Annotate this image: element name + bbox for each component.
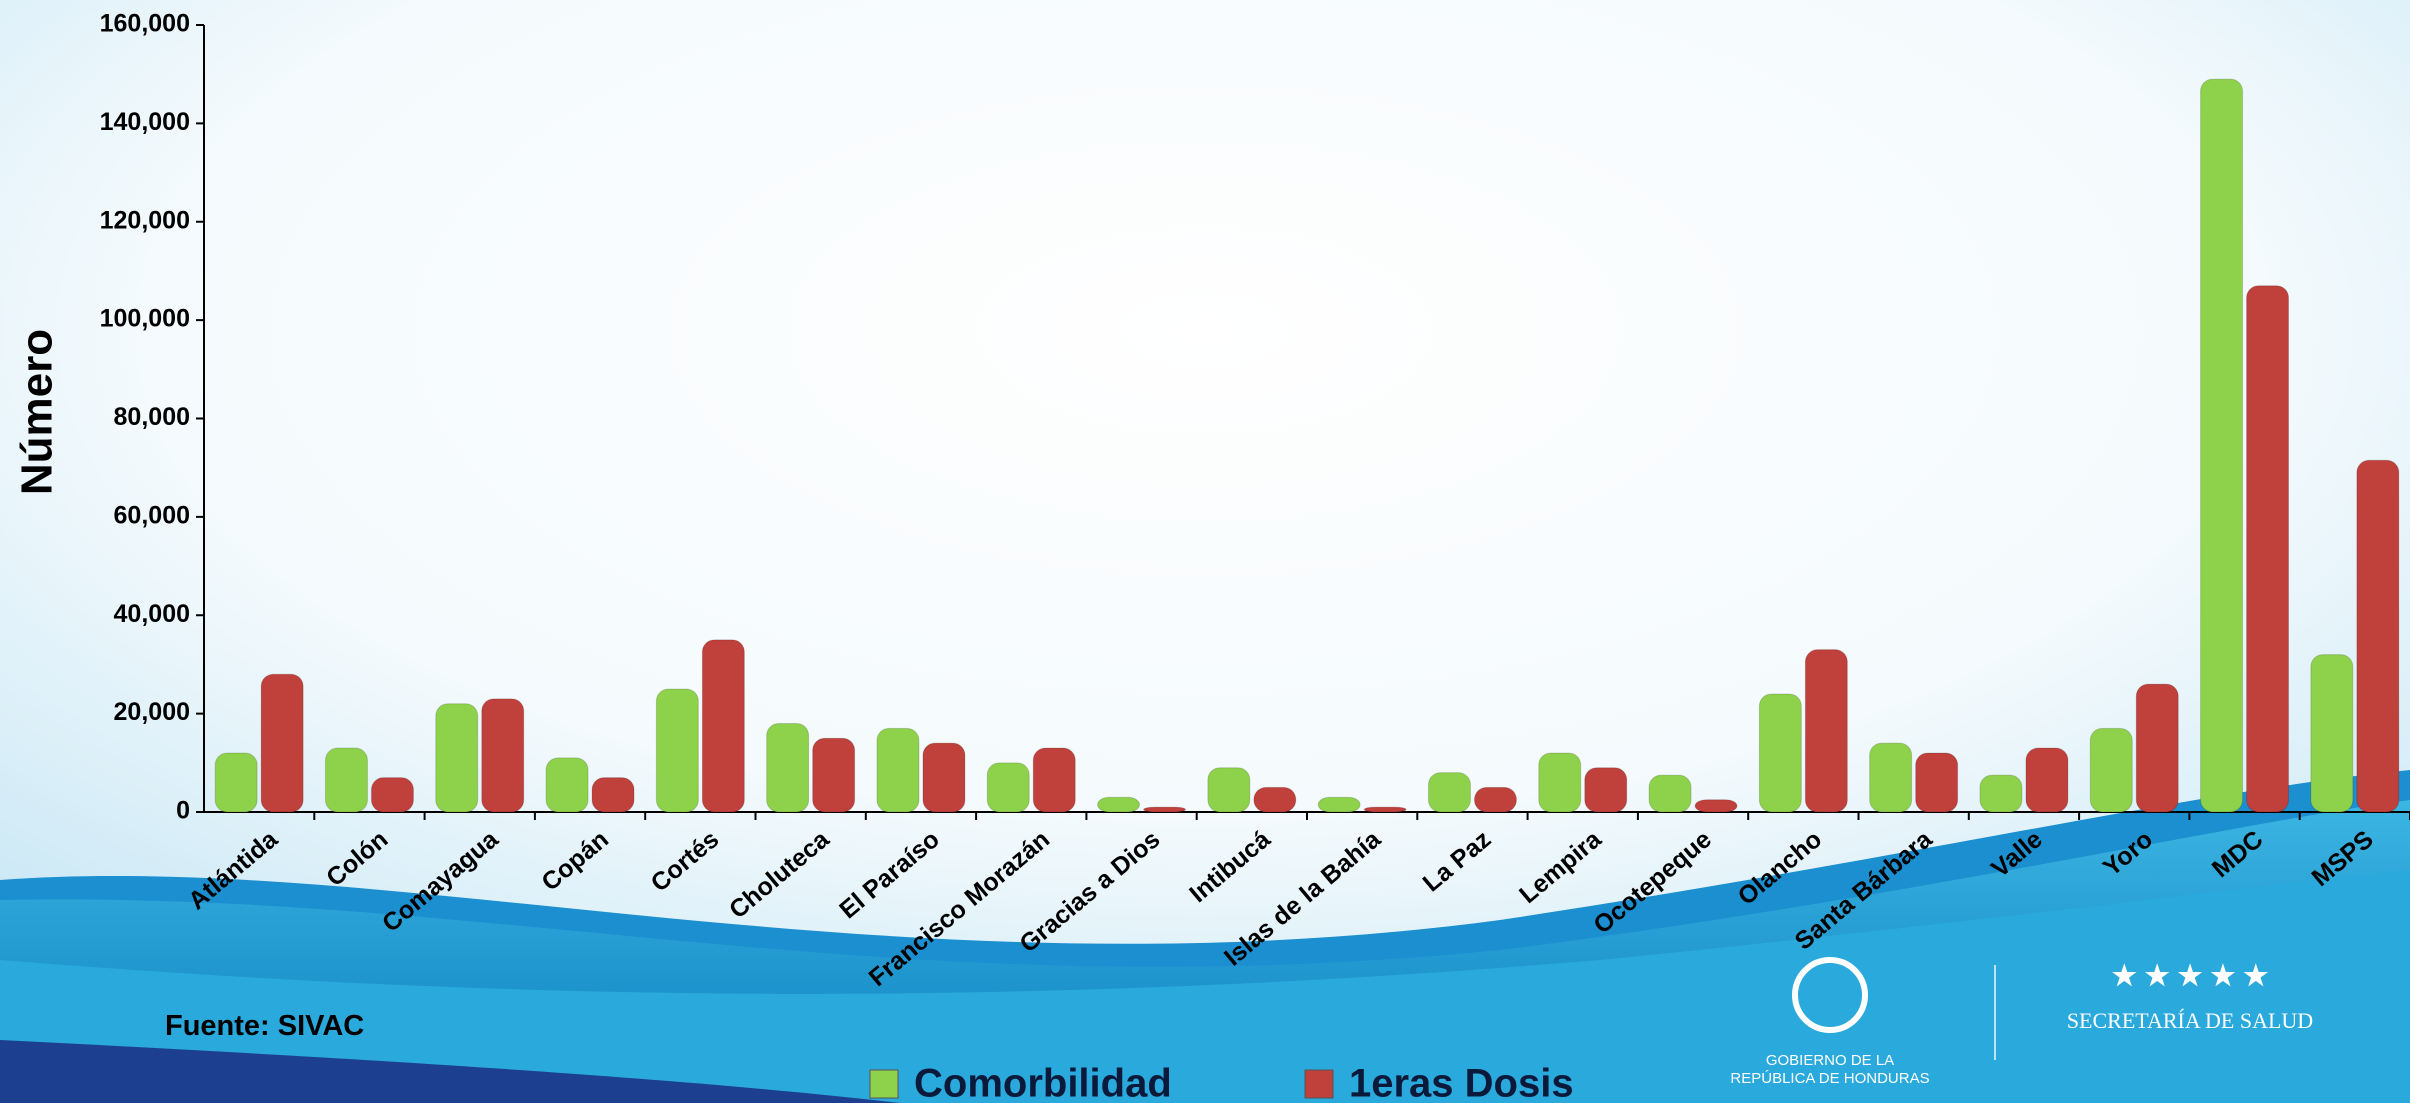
bar <box>766 722 810 813</box>
y-axis-label: Número <box>13 329 62 495</box>
wave <box>0 870 2410 1103</box>
bar <box>1253 786 1297 813</box>
y-tick-label: 0 <box>176 797 190 825</box>
legend-label: 1eras Dosis <box>1349 1062 1574 1103</box>
bar <box>1207 767 1251 813</box>
bar <box>986 762 1030 813</box>
bar <box>1584 767 1628 813</box>
gov-text: GOBIERNO DE LA <box>1766 1052 1894 1069</box>
bar <box>1097 796 1141 813</box>
bar <box>2356 459 2400 813</box>
bar <box>591 777 635 813</box>
bar <box>655 688 699 813</box>
y-tick-label: 40,000 <box>114 600 190 628</box>
bar <box>2246 285 2290 813</box>
bar <box>1032 747 1076 813</box>
bar <box>1869 742 1913 813</box>
bar <box>260 673 304 813</box>
bar <box>481 698 525 813</box>
y-tick-label: 120,000 <box>100 206 190 234</box>
bar <box>1648 774 1692 813</box>
emblem <box>1792 957 1868 1033</box>
legend-label: Comorbilidad <box>914 1062 1172 1103</box>
ministry-text: SECRETARÍA DE SALUD <box>2067 1008 2313 1033</box>
legend-swatch <box>1304 1069 1334 1099</box>
y-tick-label: 80,000 <box>114 403 190 431</box>
bar <box>1317 796 1361 813</box>
bar <box>1804 649 1848 813</box>
bar <box>545 757 589 813</box>
bar <box>1915 752 1959 813</box>
bar <box>1363 806 1407 813</box>
bar <box>324 747 368 813</box>
bar <box>1143 806 1187 813</box>
bar <box>214 752 258 813</box>
bar <box>1979 774 2023 813</box>
bar <box>370 777 414 813</box>
legend-swatch <box>869 1069 899 1099</box>
bar <box>1427 772 1471 813</box>
bar <box>812 737 856 813</box>
bar <box>1538 752 1582 813</box>
bar <box>876 727 920 813</box>
bar <box>1694 799 1738 813</box>
source: Fuente: SIVAC <box>165 1010 364 1042</box>
bar <box>2089 727 2133 813</box>
y-tick-label: 20,000 <box>114 698 190 726</box>
bar <box>922 742 966 813</box>
bar <box>435 703 479 813</box>
bar <box>1473 786 1517 813</box>
y-tick-label: 140,000 <box>100 108 190 136</box>
bar <box>2025 747 2069 813</box>
bar <box>701 639 745 813</box>
gov-text: REPÚBLICA DE HONDURAS <box>1730 1070 1929 1087</box>
bar <box>1758 693 1802 813</box>
wave <box>0 1040 900 1103</box>
y-tick-label: 160,000 <box>100 10 190 38</box>
y-tick-label: 60,000 <box>114 501 190 529</box>
bar <box>2310 654 2354 813</box>
bar <box>2200 78 2244 813</box>
bar <box>2135 683 2179 813</box>
y-tick-label: 100,000 <box>100 305 190 333</box>
stars: ★ ★ ★ ★ ★ <box>2112 960 2269 991</box>
